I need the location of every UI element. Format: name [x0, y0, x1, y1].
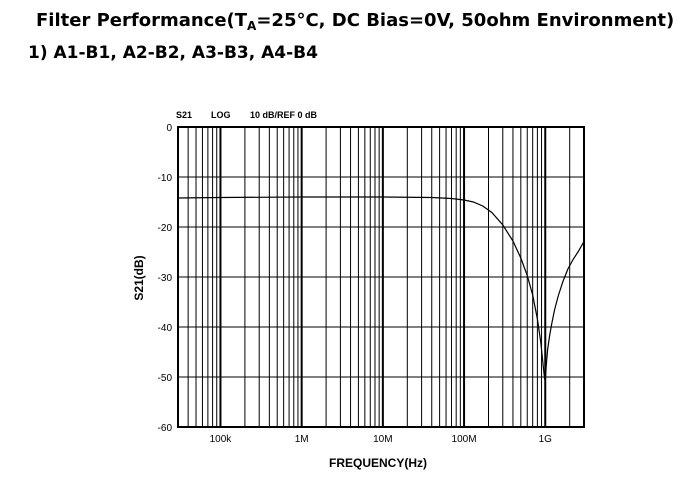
x-tick-label: 100M: [452, 434, 477, 445]
s21-trace-line: [177, 196, 585, 382]
y-tick-label: -50: [158, 373, 173, 384]
y-tick-label: -20: [158, 223, 173, 234]
header-format: LOG: [211, 110, 231, 120]
header-scale: 10 dB/REF 0 dB: [250, 110, 318, 120]
y-tick-label: -30: [158, 273, 173, 284]
x-axis-title: FREQUENCY(Hz): [329, 456, 427, 470]
port-pairs-subheading: 1) A1-B1, A2-B2, A3-B3, A4-B4: [28, 43, 318, 63]
grid-layer: [177, 126, 585, 428]
heading-prefix: Filter Performance(T: [36, 10, 248, 31]
plot-frame: [177, 126, 585, 428]
chart-heading: Filter Performance(TA=25°C, DC Bias=0V, …: [36, 10, 674, 33]
x-tick-label: 1G: [539, 434, 553, 445]
x-tick-label: 1M: [295, 434, 309, 445]
heading-subscript: A: [247, 19, 257, 33]
label-layer: 0 -10 -20 -30 -40 -50 -60 100k 1M 10M 100M 1G: [158, 123, 553, 445]
x-tick-label: 100k: [210, 434, 233, 445]
y-axis-title: S21(dB): [132, 255, 146, 300]
y-tick-label: -10: [158, 173, 173, 184]
heading-suffix: =25°C, DC Bias=0V, 50ohm Environment): [256, 10, 675, 31]
y-tick-label: -40: [158, 323, 173, 334]
y-tick-label: 0: [166, 123, 172, 134]
y-tick-label: -60: [158, 423, 173, 434]
header-trace: S21: [176, 110, 192, 120]
x-tick-label: 10M: [373, 434, 392, 445]
